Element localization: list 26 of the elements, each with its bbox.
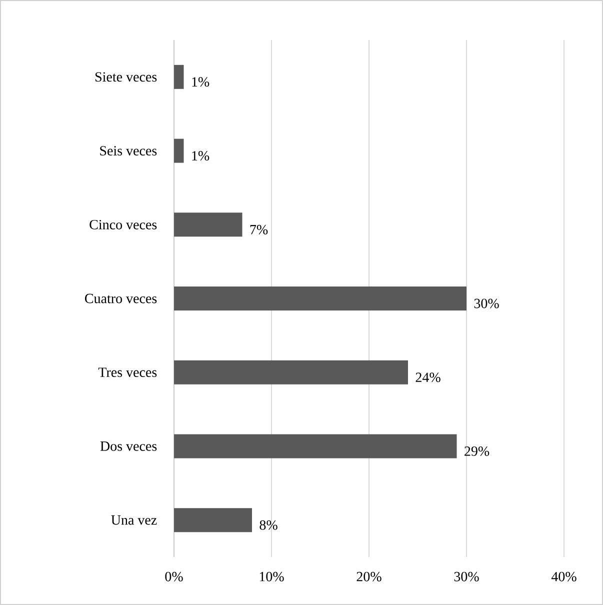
x-tick-label: 10% [260,572,284,582]
y-tick-label: Cuatro veces [85,294,157,304]
y-tick-label: Dos veces [100,442,157,451]
data-label: 7% [250,224,268,234]
bar [174,508,252,532]
data-label: 8% [260,520,278,530]
data-label: 24% [416,372,440,382]
y-tick-label: Seis veces [100,146,157,156]
x-tick-label: 0% [165,572,183,582]
x-tick-label: 20% [356,572,382,582]
y-tick-label: Tres veces [98,368,157,378]
data-label: 29% [464,446,490,456]
y-tick-label: Siete veces [95,72,157,82]
x-tick-label: 40% [551,572,576,582]
bar [174,138,184,163]
bar [174,286,467,310]
y-tick-label: Cinco veces [90,220,157,230]
y-tick-label: Una vez [111,515,157,525]
bar [174,64,184,89]
data-label: 30% [474,298,499,308]
data-label: 1% [192,77,210,87]
bar [174,434,457,458]
x-tick-label: 30% [454,572,479,582]
bar [174,360,408,384]
data-label: 1% [192,151,210,161]
bar [174,212,242,237]
